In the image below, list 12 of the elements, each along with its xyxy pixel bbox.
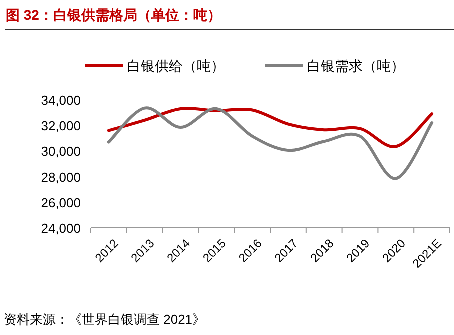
y-tick-label: 32,000 bbox=[41, 118, 81, 134]
text: 资料来源：《世界白银调查 2021》 bbox=[4, 312, 206, 327]
line-series bbox=[107, 106, 434, 180]
y-tick-label: 28,000 bbox=[41, 170, 81, 185]
y-tick-label: 34,000 bbox=[41, 93, 81, 108]
line-series bbox=[107, 107, 434, 148]
y-tick-label: 26,000 bbox=[41, 195, 81, 210]
y-tick-label: 30,000 bbox=[41, 144, 81, 160]
y-tick-label: 24,000 bbox=[41, 221, 81, 236]
chart-title: 图 32：白银供需格局（单位：吨） bbox=[6, 7, 222, 23]
legend-label: 白银供给（吨） bbox=[127, 58, 225, 74]
legend-label: 白银需求（吨） bbox=[307, 58, 405, 74]
